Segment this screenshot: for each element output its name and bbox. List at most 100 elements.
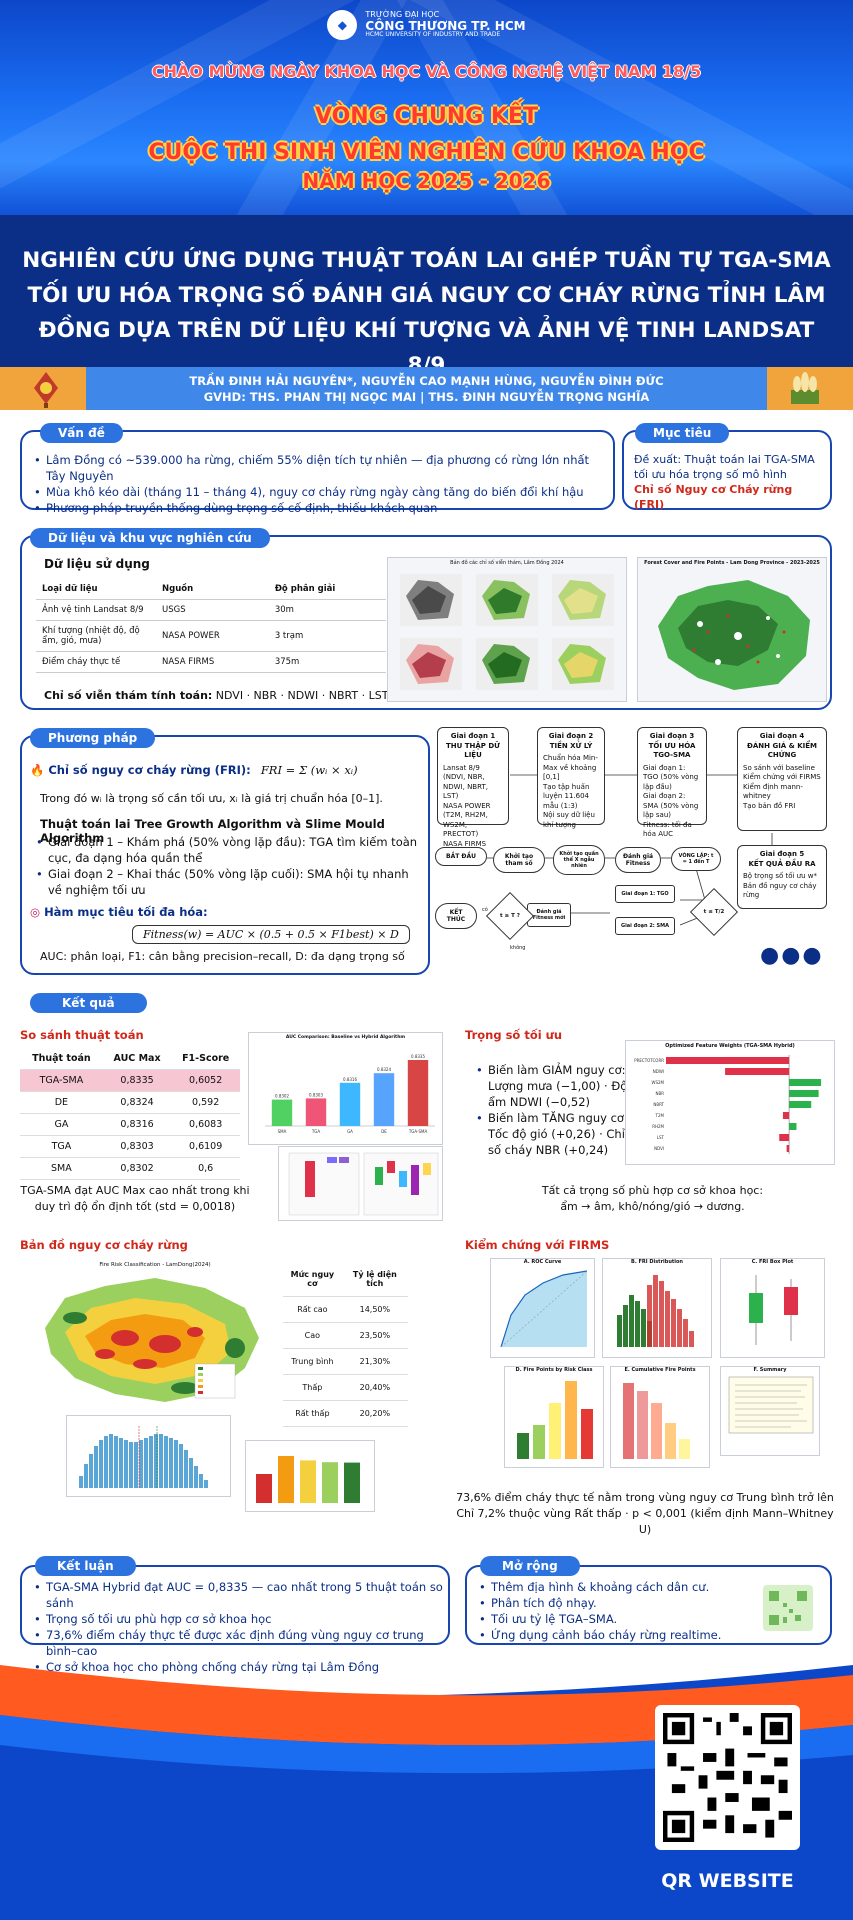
algo-list: Giai đoạn 1 – Khám phá (50% vòng lặp đầu… [36, 834, 421, 898]
fri-distribution-panel: B. FRI Distribution [602, 1258, 712, 1358]
risk-bar [300, 1460, 316, 1503]
table-row: TGA-SMA 0,8335 0,6052 [20, 1069, 240, 1092]
risk-bar [278, 1456, 294, 1503]
conclusion-list: TGA-SMA Hybrid đạt AUC = 0,8335 — cao nh… [34, 1579, 446, 1675]
weight-bar [725, 1068, 790, 1075]
fitness-description: AUC: phân loại, F1: cân bằng precision–r… [40, 950, 405, 963]
method-tag: Phương pháp [30, 728, 156, 748]
table-cell: 0,8303 [102, 1135, 172, 1158]
list-item: Cơ sở khoa học cho phòng chống cháy rừng… [34, 1659, 446, 1675]
weights-note: Tất cả trọng số phù hợp cơ sở khoa học: … [470, 1183, 835, 1215]
index-line: Chỉ số viễn thám tính toán: NDVI · NBR ·… [44, 689, 388, 702]
weight-tick-label: NDWI [653, 1069, 664, 1074]
list-item: Phân tích độ nhạy. [479, 1595, 749, 1611]
flow-stage-title: Giai đoạn 2 TIỀN XỬ LÝ [548, 732, 594, 750]
map-title: Bản đồ nguy cơ cháy rừng [20, 1238, 188, 1252]
list-item: Ứng dụng cảnh báo cháy rừng realtime. [479, 1627, 749, 1643]
data-section-box: Dữ liệu sử dụng Loại dữ liệu Nguồn Độ ph… [20, 535, 832, 710]
qr-code-icon [663, 1713, 792, 1842]
table-cell: Trung bình [283, 1348, 342, 1375]
weights-chart: Optimized Feature Weights (TGA-SMA Hybri… [625, 1040, 835, 1165]
table-cell: 14,50% [341, 1296, 408, 1323]
weight-tick-label: NDVI [654, 1146, 664, 1151]
risk-distribution-chart [245, 1440, 375, 1512]
table-cell: 20,20% [341, 1400, 408, 1427]
university-line1: TRƯỜNG ĐẠI HỌC [365, 10, 440, 20]
table-cell: SMA [20, 1157, 103, 1180]
weight-tick-label: WS2M [652, 1080, 665, 1085]
flow-stage-3: Giai đoạn 3 TỐI ƯU HÓA TGO-SMA Giai đoạn… [637, 727, 707, 838]
risk-map-image [45, 1278, 259, 1402]
table-cell: 0,8324 [102, 1091, 172, 1114]
qr-label: QR WEBSITE [661, 1870, 794, 1892]
flow-stage-item: Chuẩn hóa Min-Max về khoảng [0,1] [543, 754, 598, 781]
list-item: Giai đoạn 2 – Khai thác (50% vòng lặp cu… [36, 866, 421, 898]
flow-stage-4: Giai đoạn 4 ĐÁNH GIÁ & KIỂM CHỨNG So sán… [737, 727, 827, 831]
flow-stage-item: Giai đoạn 1: TGO (50% vòng lặp đầu) [643, 763, 699, 791]
round-title: VÒNG CHUNG KẾT [314, 104, 539, 129]
weight-bar [789, 1123, 797, 1130]
auc-tick-label: GA [347, 1129, 353, 1134]
figure-title: Forest Cover and Fire Points - Lam Dong … [644, 560, 820, 566]
roc-curve-panel: A. ROC Curve [490, 1258, 595, 1358]
flow-stage-item: Fitness: tối đa hóa AUC [643, 820, 692, 839]
extension-box: Thêm địa hình & khoảng cách dân cư. Phân… [465, 1565, 832, 1645]
flow-stage-item: Tạo tập huấn luyện 11.604 mẫu (1:3) [543, 782, 590, 810]
flow-stage-item: So sánh với baseline [743, 763, 815, 772]
weight-bar [789, 1101, 812, 1108]
university-name: CÔNG THƯƠNG TP. HCM [365, 18, 526, 33]
auc-tick-label: SMA [278, 1129, 287, 1134]
auc-bar-label: 0.8335 [411, 1054, 425, 1059]
fri-distribution-image [617, 1275, 694, 1347]
table-cell: TGA [20, 1135, 103, 1158]
index-label: Chỉ số viễn thám tính toán: [44, 689, 213, 702]
weights-note-line: ẩm → âm, khô/nóng/gió → dương. [560, 1200, 745, 1213]
compare-title: So sánh thuật toán [20, 1028, 144, 1042]
table-row: SMA 0,8302 0,6 [20, 1157, 240, 1180]
auc-bar [271, 1099, 293, 1126]
weight-tick-label: NBRT [653, 1102, 664, 1107]
table-row: DE 0,8324 0,592 [20, 1091, 240, 1114]
summary-panel: F. Summary [720, 1366, 820, 1456]
weights-note-line: Tất cả trọng số phù hợp cơ sở khoa học: [541, 1184, 764, 1197]
flow-stage-item: Lansat 8/9 (NDVI, NBR, NDWI, NBRT, LST) [443, 763, 488, 801]
panel-title: E. Cumulative Fire Points [624, 1367, 696, 1373]
flow-stage-item: Bộ trọng số tối ưu w* [743, 872, 817, 880]
fri-histogram-image [79, 1426, 208, 1488]
table-cell: DE [20, 1091, 103, 1114]
panel-title: D. Fire Points by Risk Class [515, 1367, 593, 1373]
summary-image [728, 1376, 814, 1434]
qr-code[interactable] [655, 1705, 800, 1850]
flow-stage-item: Bản đồ nguy cơ cháy rừng [743, 881, 817, 900]
results-tag: Kết quả [30, 993, 147, 1013]
table-row: Ảnh vệ tinh Landsat 8/9 USGS 30m [36, 599, 386, 621]
flow-stage-item: Nội suy dữ liệu khí tượng [543, 811, 595, 829]
table-row: Rất thấp 20,20% [283, 1400, 408, 1427]
weight-bar [666, 1057, 790, 1064]
fri-label: Chỉ số nguy cơ cháy rừng (FRI): [48, 763, 251, 777]
auc-bar [407, 1060, 429, 1126]
auc-bar-plot: 0.8302 SMA 0.8303 TGA 0.8316 GA 0.8324 DE 0.8335… [265, 1054, 435, 1134]
flow-new-fitness: Đánh giá Fitness mới [527, 903, 571, 927]
problem-list: Lâm Đồng có ~539.000 ha rừng, chiếm 55% … [34, 452, 609, 516]
small-qr-icon [763, 1585, 813, 1631]
poster-header: ◆ TRƯỜNG ĐẠI HỌC CÔNG THƯƠNG TP. HCM HCM… [0, 0, 853, 215]
weight-tick-label: NBR [655, 1091, 664, 1096]
auc-distribution-figure [278, 1146, 443, 1221]
problem-tag: Vấn đề [40, 423, 123, 443]
list-item: Thêm địa hình & khoảng cách dân cư. [479, 1579, 749, 1595]
table-cell: Cao [283, 1322, 342, 1349]
index-values: NDVI · NBR · NDWI · NBRT · LST [215, 689, 389, 702]
table-header: Mức nguy cơ [283, 1262, 342, 1297]
weights-list: Biến làm GIẢM nguy cơ: Lượng mưa (−1,00)… [476, 1062, 636, 1158]
table-cell: USGS [156, 599, 269, 621]
panel-title: B. FRI Distribution [631, 1259, 683, 1265]
table-row: Trung bình 21,30% [283, 1348, 408, 1375]
flow-start: BẮT ĐẦU [435, 847, 487, 866]
more-dots-icon: ●●● [760, 943, 824, 968]
table-cell: 0,6052 [171, 1069, 240, 1092]
fire-points-panel: D. Fire Points by Risk Class [504, 1366, 604, 1468]
risk-bar [256, 1474, 272, 1503]
conclusion-box: TGA-SMA Hybrid đạt AUC = 0,8335 — cao nh… [20, 1565, 450, 1675]
fri-line: 🔥 Chỉ số nguy cơ cháy rừng (FRI): FRI = … [30, 763, 358, 777]
